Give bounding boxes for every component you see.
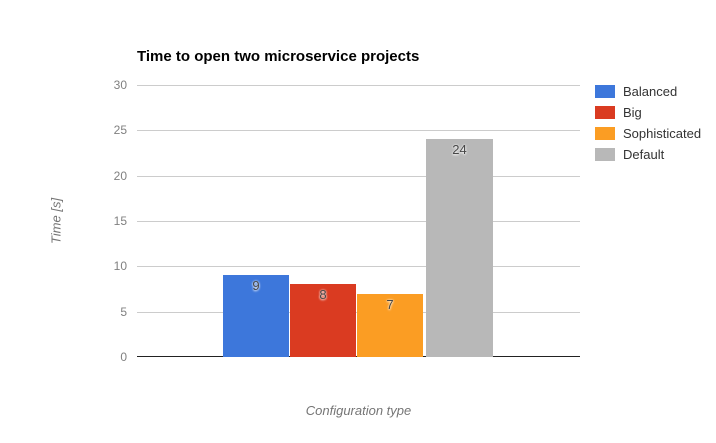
y-tick-label-25: 25 <box>113 123 127 137</box>
legend-swatch <box>595 106 615 119</box>
gridline-20 <box>137 176 580 177</box>
legend-item-balanced[interactable]: Balanced <box>595 85 701 98</box>
bar-sophisticated[interactable]: 7 <box>357 294 423 357</box>
legend-label: Sophisticated <box>623 126 702 141</box>
bar-balanced[interactable]: 9 <box>223 275 289 357</box>
legend: Balanced Big Sophisticated Default <box>595 85 701 169</box>
y-tick-label-15: 15 <box>113 214 127 228</box>
legend-label: Default <box>623 147 665 162</box>
legend-swatch <box>595 127 615 140</box>
legend-item-sophisticated[interactable]: Sophisticated <box>595 127 701 140</box>
chart-title: Time to open two microservice projects <box>137 48 420 65</box>
y-tick-label-5: 5 <box>120 305 127 319</box>
y-tick-label-20: 20 <box>113 169 127 183</box>
gridline-30 <box>137 85 580 86</box>
gridline-25 <box>137 130 580 131</box>
y-tick-label-30: 30 <box>113 78 127 92</box>
bar-value-label: 8 <box>319 287 327 302</box>
legend-swatch <box>595 148 615 161</box>
x-axis-title: Configuration type <box>305 403 412 418</box>
plot-area: 9 8 7 24 <box>137 85 580 357</box>
legend-item-default[interactable]: Default <box>595 148 701 161</box>
gridline-15 <box>137 221 580 222</box>
y-tick-label-10: 10 <box>113 259 127 273</box>
legend-swatch <box>595 85 615 98</box>
y-tick-label-0: 0 <box>120 350 127 364</box>
legend-item-big[interactable]: Big <box>595 106 701 119</box>
bar-value-label: 24 <box>452 142 467 157</box>
bar-big[interactable]: 8 <box>290 284 356 357</box>
gridline-10 <box>137 266 580 267</box>
bar-default[interactable]: 24 <box>426 139 493 357</box>
legend-label: Balanced <box>623 84 678 99</box>
bar-value-label: 9 <box>252 278 260 293</box>
legend-label: Big <box>623 105 642 120</box>
bar-value-label: 7 <box>386 297 394 312</box>
y-axis-title: Time [s] <box>48 197 64 245</box>
